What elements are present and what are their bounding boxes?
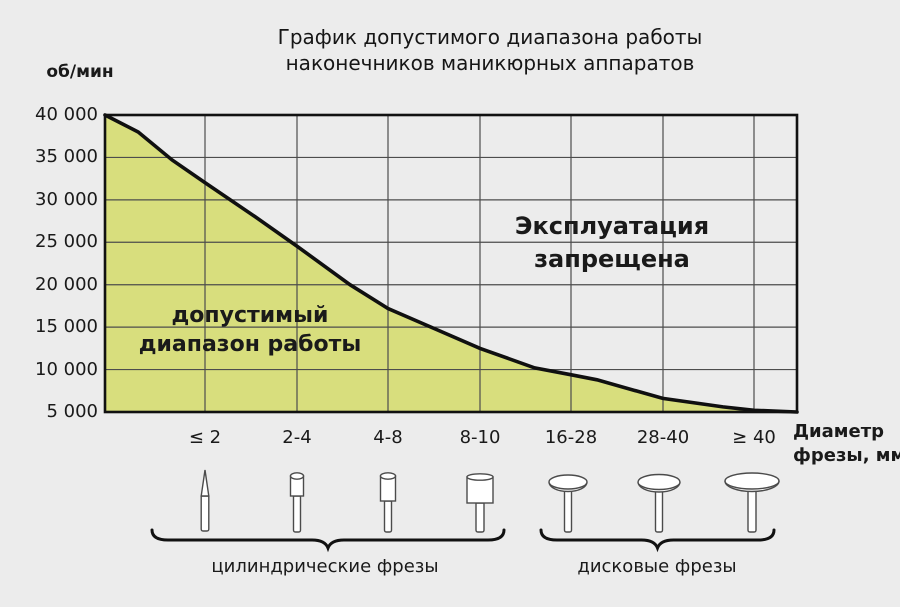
forbidden-region-label: Эксплуатация запрещена (462, 210, 762, 276)
forbidden-region-line2: запрещена (534, 245, 690, 273)
allowed-region-line1: допустимый (171, 303, 329, 328)
chart-title: График допустимого диапазона работы нако… (105, 24, 875, 76)
cylindrical-group-label: цилиндрические фрезы (211, 556, 439, 577)
cylinder-bur-large-icon (466, 473, 494, 533)
forbidden-region-line1: Эксплуатация (514, 212, 710, 240)
y-tick-label: 35 000 (35, 146, 98, 168)
allowed-region-line2: диапазон работы (138, 332, 362, 357)
x-category-label: ≥ 40 (732, 427, 776, 448)
x-axis-title-line2: фрезы, мм (793, 445, 900, 466)
x-axis-title-line1: Диаметр (793, 421, 885, 442)
x-category-label: 2-4 (282, 427, 312, 448)
disk-bur-small-icon (548, 474, 588, 533)
y-axis-unit-label: об/мин (46, 62, 114, 82)
y-tick-label: 5 000 (46, 401, 98, 422)
x-category-label: 8-10 (459, 427, 501, 448)
x-category-label: ≤ 2 (188, 427, 222, 448)
y-tick-label: 20 000 (35, 273, 98, 295)
x-category-label: 28-40 (636, 427, 690, 448)
disk-bur-medium-icon (637, 473, 681, 533)
x-category-label: 4-8 (373, 427, 403, 448)
y-tick-label: 30 000 (35, 188, 98, 210)
cylinder-bur-medium-icon (379, 472, 397, 533)
cylinder-bur-small-icon (289, 472, 305, 533)
cylindrical-group-brace (150, 528, 506, 553)
disk-group-label: дисковые фрезы (577, 556, 737, 577)
allowed-region-label: допустимый диапазон работы (100, 301, 400, 359)
y-tick-label: 25 000 (35, 231, 98, 253)
allowed-region-area (105, 115, 797, 412)
limit-curve (103, 113, 799, 414)
needle-bur-icon (200, 469, 210, 532)
y-tick-label: 10 000 (35, 358, 98, 380)
disk-group-brace (539, 528, 776, 553)
disk-bur-large-icon (724, 472, 780, 533)
y-tick-label: 15 000 (35, 316, 98, 338)
x-axis-title: Диаметр фрезы, мм (793, 420, 900, 468)
plot-border (103, 113, 799, 414)
chart-title-line2: наконечников маникюрных аппаратов (285, 51, 695, 75)
x-category-label: 16-28 (544, 427, 598, 448)
chart-title-line1: График допустимого диапазона работы (277, 25, 703, 49)
y-tick-label: 40 000 (35, 104, 98, 125)
